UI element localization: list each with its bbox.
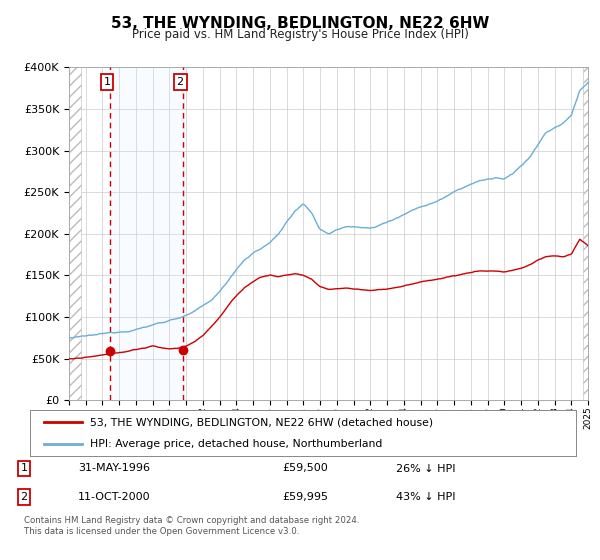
Text: 53, THE WYNDING, BEDLINGTON, NE22 6HW (detached house): 53, THE WYNDING, BEDLINGTON, NE22 6HW (d… bbox=[90, 417, 433, 427]
Text: 1: 1 bbox=[104, 77, 110, 87]
Text: £59,500: £59,500 bbox=[282, 464, 328, 474]
Text: 31-MAY-1996: 31-MAY-1996 bbox=[78, 464, 150, 474]
Text: 26% ↓ HPI: 26% ↓ HPI bbox=[396, 464, 455, 474]
Text: HPI: Average price, detached house, Northumberland: HPI: Average price, detached house, Nort… bbox=[90, 439, 382, 449]
Text: Contains HM Land Registry data © Crown copyright and database right 2024.
This d: Contains HM Land Registry data © Crown c… bbox=[24, 516, 359, 536]
Text: 1: 1 bbox=[20, 464, 28, 474]
Text: 11-OCT-2000: 11-OCT-2000 bbox=[78, 492, 151, 502]
Bar bbox=[109, 67, 184, 400]
Text: 2: 2 bbox=[20, 492, 28, 502]
Text: £59,995: £59,995 bbox=[282, 492, 328, 502]
Text: Price paid vs. HM Land Registry's House Price Index (HPI): Price paid vs. HM Land Registry's House … bbox=[131, 28, 469, 41]
Text: 43% ↓ HPI: 43% ↓ HPI bbox=[396, 492, 455, 502]
Text: 53, THE WYNDING, BEDLINGTON, NE22 6HW: 53, THE WYNDING, BEDLINGTON, NE22 6HW bbox=[111, 16, 489, 31]
Text: 2: 2 bbox=[176, 77, 184, 87]
